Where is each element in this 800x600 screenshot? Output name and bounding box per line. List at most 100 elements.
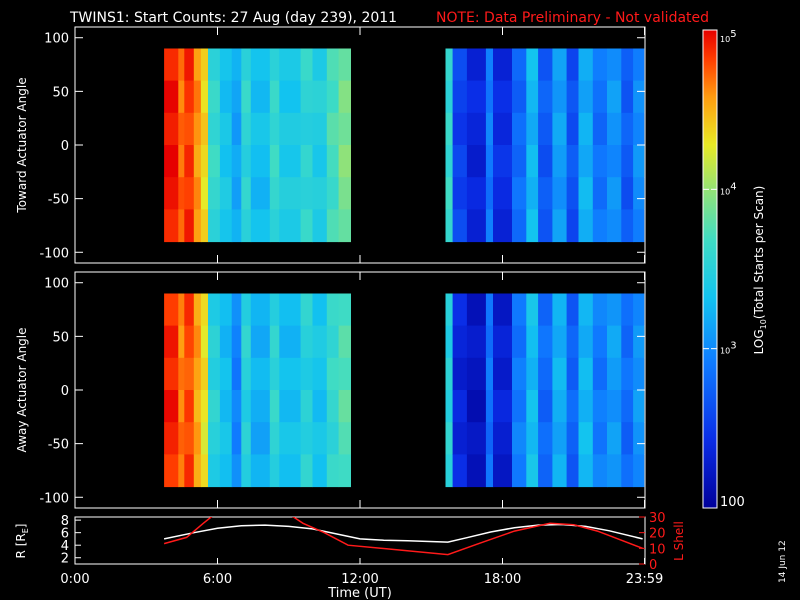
heatmap-cell: [592, 48, 608, 82]
toward-heatmap: [164, 48, 645, 243]
heatmap-cell: [193, 325, 202, 359]
heatmap-cell: [493, 209, 513, 243]
heatmap-cell: [178, 112, 185, 146]
heatmap-cell: [178, 357, 185, 391]
heatmap-cell: [338, 112, 351, 146]
heatmap-cell: [592, 293, 608, 327]
ytick-label: -100: [39, 491, 69, 506]
heatmap-cell: [178, 325, 185, 359]
orbit-right-ylabel: L Shell: [672, 521, 686, 561]
heatmap-cell: [466, 293, 487, 327]
right-ytick-label: 10: [649, 542, 666, 557]
heatmap-cell: [300, 145, 313, 178]
ytick-label: -50: [48, 438, 69, 453]
heatmap-cell: [178, 422, 185, 455]
heatmap-cell: [312, 177, 328, 210]
heatmap-cell: [338, 357, 351, 391]
heatmap-cell: [231, 48, 242, 82]
heatmap-cell: [526, 209, 539, 243]
heatmap-cell: [200, 390, 209, 423]
heatmap-cell: [512, 293, 527, 327]
heatmap-cell: [592, 177, 608, 210]
heatmap-cell: [231, 177, 242, 210]
heatmap-cell: [485, 454, 494, 488]
heatmap-cell: [338, 177, 351, 210]
heatmap-cell: [607, 145, 622, 178]
heatmap-cell: [466, 209, 487, 243]
heatmap-cell: [493, 454, 513, 488]
heatmap-cell: [466, 422, 487, 455]
heatmap-cell: [621, 145, 634, 178]
ytick-label: 0: [61, 384, 69, 399]
ytick-label: 100: [44, 32, 69, 47]
heatmap-cell: [312, 145, 328, 178]
heatmap-cell: [208, 390, 221, 423]
heatmap-cell: [312, 422, 328, 455]
heatmap-cell: [512, 454, 527, 488]
heatmap-cell: [219, 390, 233, 423]
heatmap-cell: [538, 357, 553, 391]
heatmap-cell: [231, 112, 242, 146]
heatmap-cell: [526, 112, 539, 146]
heatmap-cell: [633, 422, 645, 455]
heatmap-cell: [607, 422, 622, 455]
heatmap-cell: [452, 112, 468, 146]
away-axes: 100 50 0 -50 -100: [39, 272, 646, 508]
heatmap-cell: [526, 422, 539, 455]
heatmap-cell: [178, 177, 185, 210]
heatmap-cell: [552, 357, 568, 391]
heatmap-cell: [241, 325, 252, 359]
heatmap-cell: [493, 112, 513, 146]
heatmap-cell: [485, 209, 494, 243]
heatmap-cell: [184, 209, 195, 243]
heatmap-cell: [552, 422, 568, 455]
heatmap-cell: [193, 390, 202, 423]
heatmap-cell: [592, 422, 608, 455]
heatmap-cell: [312, 325, 328, 359]
heatmap-cell: [279, 209, 302, 243]
heatmap-cell: [466, 357, 487, 391]
heatmap-cell: [485, 357, 494, 391]
heatmap-cell: [279, 48, 302, 82]
xtick-label: 0:00: [60, 572, 89, 587]
left-ytick-label: 6: [61, 527, 69, 542]
heatmap-cell: [219, 357, 233, 391]
generation-date: 14 Jun 12: [778, 540, 788, 583]
heatmap-cell: [466, 112, 487, 146]
heatmap-cell: [164, 112, 179, 146]
heatmap-cell: [621, 209, 634, 243]
heatmap-cell: [592, 325, 608, 359]
heatmap-cell: [578, 325, 594, 359]
heatmap-cell: [200, 454, 209, 488]
heatmap-cell: [485, 80, 494, 114]
heatmap-cell: [512, 177, 527, 210]
xtick-label: 12:00: [341, 572, 378, 587]
heatmap-cell: [219, 325, 233, 359]
heatmap-cell: [512, 80, 527, 114]
heatmap-cell: [466, 80, 487, 114]
heatmap-cell: [200, 293, 209, 327]
xtick-label: 6:00: [203, 572, 232, 587]
preliminary-note: NOTE: Data Preliminary - Not validated: [436, 10, 709, 26]
heatmap-cell: [466, 145, 487, 178]
heatmap-cell: [607, 177, 622, 210]
colorbar-tick-label: 104: [720, 181, 737, 196]
heatmap-cell: [184, 145, 195, 178]
heatmap-cell: [250, 48, 271, 82]
heatmap-cell: [592, 390, 608, 423]
heatmap-cell: [241, 177, 252, 210]
heatmap-cell: [326, 177, 340, 210]
heatmap-cell: [512, 357, 527, 391]
heatmap-cell: [592, 357, 608, 391]
heatmap-cell: [200, 325, 209, 359]
time-xlabel: Time (UT): [327, 586, 392, 600]
heatmap-cell: [578, 48, 594, 82]
heatmap-cell: [279, 390, 302, 423]
heatmap-cell: [633, 293, 645, 327]
heatmap-cell: [538, 177, 553, 210]
heatmap-cell: [493, 357, 513, 391]
heatmap-cell: [578, 177, 594, 210]
heatmap-cell: [466, 48, 487, 82]
